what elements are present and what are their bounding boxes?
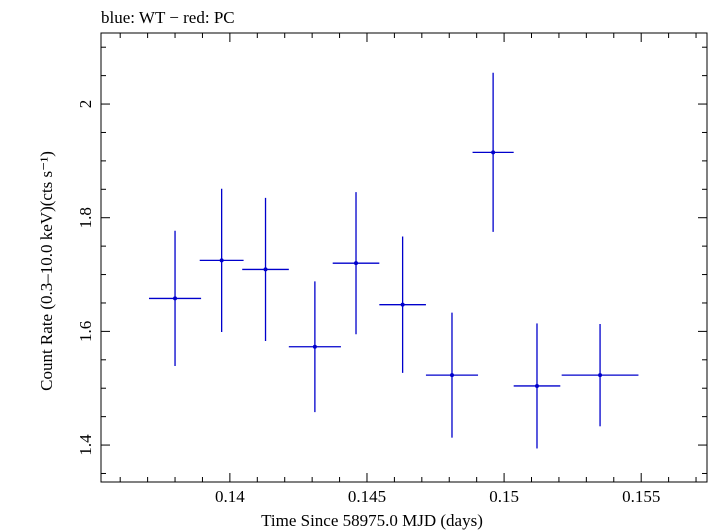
plot-frame — [100, 32, 708, 483]
point-marker — [173, 296, 178, 301]
x-axis-label: Time Since 58975.0 MJD (days) — [261, 511, 483, 530]
y-tick-label: 1.8 — [76, 207, 95, 228]
x-tick-label: 0.15 — [489, 487, 519, 506]
point-marker — [400, 302, 405, 307]
point-marker — [449, 373, 454, 378]
y-tick-label: 1.4 — [76, 434, 95, 456]
data-point — [425, 312, 479, 438]
x-tick-label: 0.145 — [348, 487, 386, 506]
point-marker — [219, 258, 224, 263]
data-point — [561, 323, 639, 427]
data-point — [288, 281, 341, 413]
data-point — [242, 197, 289, 342]
x-tick-label: 0.14 — [215, 487, 245, 506]
point-marker — [312, 344, 317, 349]
y-tick-label: 2 — [76, 100, 95, 109]
point-marker — [491, 150, 496, 155]
chart-title: blue: WT − red: PC — [101, 8, 235, 27]
point-marker — [263, 267, 268, 272]
point-marker — [534, 383, 539, 388]
data-points — [148, 72, 639, 449]
data-point — [199, 188, 244, 332]
data-point — [513, 323, 561, 449]
data-point — [332, 192, 380, 335]
data-point — [472, 72, 514, 232]
y-axis-label: Count Rate (0.3–10.0 keV)(cts s⁻¹) — [37, 151, 56, 391]
point-marker — [354, 261, 359, 266]
data-point — [148, 230, 202, 367]
y-tick-label: 1.6 — [76, 321, 95, 342]
x-tick-label: 0.155 — [622, 487, 660, 506]
point-marker — [598, 373, 603, 378]
axis-ticks: 0.14 0.145 0.15 0.155 1.4 1.6 1.8 2 — [76, 33, 707, 506]
data-point — [379, 236, 426, 373]
